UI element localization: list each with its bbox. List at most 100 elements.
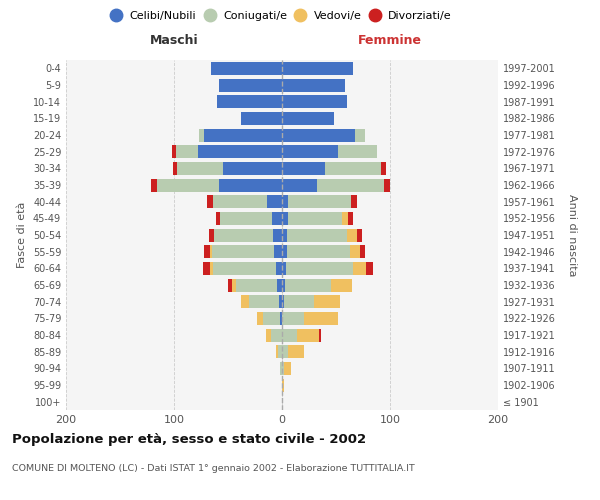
Bar xyxy=(173,162,177,175)
Bar xyxy=(280,362,282,375)
Bar xyxy=(216,212,220,225)
Bar xyxy=(266,328,271,342)
Bar xyxy=(282,362,284,375)
Bar xyxy=(284,295,314,308)
Bar xyxy=(287,245,350,258)
Bar xyxy=(366,262,373,275)
Bar xyxy=(282,345,289,358)
Bar xyxy=(267,195,282,208)
Bar xyxy=(199,128,204,141)
Bar xyxy=(282,278,285,291)
Bar xyxy=(236,278,277,291)
Y-axis label: Fasce di età: Fasce di età xyxy=(17,202,27,268)
Bar xyxy=(289,195,351,208)
Y-axis label: Anni di nascita: Anni di nascita xyxy=(567,194,577,276)
Bar xyxy=(347,228,356,241)
Bar xyxy=(209,262,213,275)
Bar xyxy=(203,262,209,275)
Bar xyxy=(223,162,282,175)
Bar xyxy=(275,345,278,358)
Text: Femmine: Femmine xyxy=(358,34,422,46)
Bar xyxy=(213,262,275,275)
Bar xyxy=(212,245,274,258)
Bar xyxy=(177,162,223,175)
Bar xyxy=(280,312,282,325)
Bar xyxy=(355,128,365,141)
Bar xyxy=(284,362,290,375)
Bar xyxy=(172,145,176,158)
Bar xyxy=(217,95,282,108)
Bar xyxy=(198,145,282,158)
Bar xyxy=(285,278,331,291)
Bar xyxy=(282,212,289,225)
Bar xyxy=(282,262,286,275)
Bar xyxy=(297,328,319,342)
Bar xyxy=(204,128,282,141)
Bar xyxy=(278,345,282,358)
Bar xyxy=(356,228,362,241)
Bar xyxy=(382,162,386,175)
Bar xyxy=(176,145,198,158)
Bar xyxy=(331,278,352,291)
Bar xyxy=(383,178,390,192)
Bar xyxy=(220,178,282,192)
Bar xyxy=(228,278,232,291)
Bar xyxy=(282,195,289,208)
Text: Popolazione per età, sesso e stato civile - 2002: Popolazione per età, sesso e stato civil… xyxy=(12,432,366,446)
Bar xyxy=(277,278,282,291)
Bar xyxy=(338,145,377,158)
Bar xyxy=(282,95,347,108)
Bar xyxy=(248,295,279,308)
Bar xyxy=(213,195,267,208)
Bar xyxy=(287,228,347,241)
Legend: Celibi/Nubili, Coniugati/e, Vedovi/e, Divorziati/e: Celibi/Nubili, Coniugati/e, Vedovi/e, Di… xyxy=(110,8,454,24)
Bar xyxy=(360,245,365,258)
Bar xyxy=(241,295,248,308)
Bar xyxy=(282,378,284,392)
Bar xyxy=(343,212,348,225)
Bar xyxy=(282,62,353,75)
Bar xyxy=(289,212,343,225)
Bar xyxy=(304,312,338,325)
Bar xyxy=(351,195,356,208)
Bar xyxy=(257,312,263,325)
Bar xyxy=(282,162,325,175)
Bar xyxy=(275,262,282,275)
Bar xyxy=(286,262,353,275)
Bar xyxy=(151,178,157,192)
Bar xyxy=(282,145,338,158)
Bar xyxy=(317,178,383,192)
Bar xyxy=(282,78,344,92)
Bar xyxy=(263,312,280,325)
Bar xyxy=(157,178,220,192)
Bar xyxy=(282,295,284,308)
Bar xyxy=(208,195,213,208)
Text: COMUNE DI MOLTENO (LC) - Dati ISTAT 1° gennaio 2002 - Elaborazione TUTTITALIA.IT: COMUNE DI MOLTENO (LC) - Dati ISTAT 1° g… xyxy=(12,464,415,473)
Bar xyxy=(271,328,282,342)
Bar xyxy=(314,295,340,308)
Bar xyxy=(319,328,321,342)
Bar xyxy=(220,212,272,225)
Bar xyxy=(204,245,209,258)
Bar xyxy=(282,328,297,342)
Bar xyxy=(241,112,282,125)
Bar xyxy=(274,228,282,241)
Text: Maschi: Maschi xyxy=(149,34,199,46)
Bar xyxy=(209,245,212,258)
Bar xyxy=(272,212,282,225)
Bar xyxy=(232,278,236,291)
Bar xyxy=(282,112,334,125)
Bar xyxy=(282,245,287,258)
Bar xyxy=(279,295,282,308)
Bar xyxy=(274,245,282,258)
Bar xyxy=(289,345,304,358)
Bar xyxy=(282,178,317,192)
Bar xyxy=(282,228,287,241)
Bar xyxy=(325,162,382,175)
Bar xyxy=(214,228,274,241)
Bar xyxy=(348,212,353,225)
Bar xyxy=(209,228,214,241)
Bar xyxy=(353,262,366,275)
Bar xyxy=(350,245,360,258)
Bar xyxy=(282,128,355,141)
